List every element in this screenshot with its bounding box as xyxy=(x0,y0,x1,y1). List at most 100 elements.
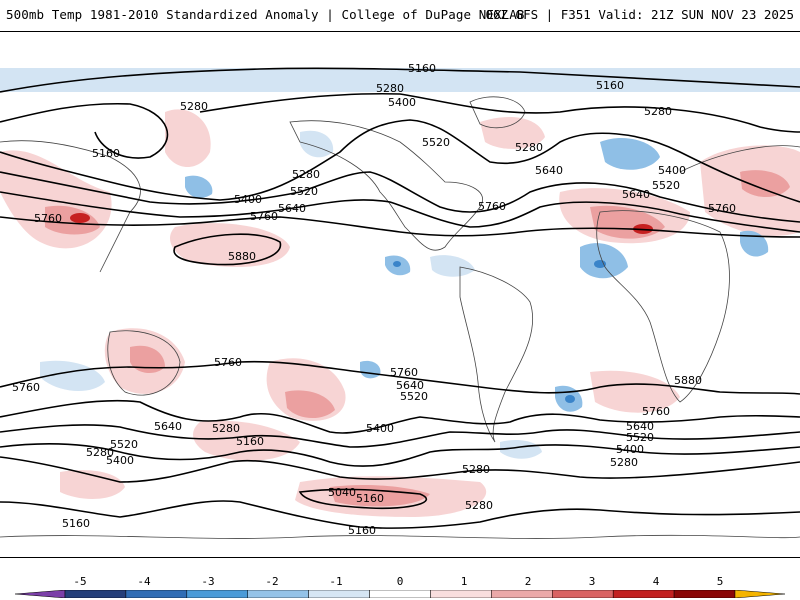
anomaly-map: 5160 5160 5280 5280 5280 5400 5520 5280 … xyxy=(0,62,800,539)
contour-5040-south xyxy=(298,488,428,510)
colorbar-cell xyxy=(612,590,675,598)
contour-label: 5280 xyxy=(86,446,114,459)
coastlines xyxy=(0,96,800,539)
warm-anomaly-core xyxy=(740,170,790,198)
cool-anomaly-region xyxy=(580,243,628,279)
contour-label: 5520 xyxy=(290,185,318,198)
contour-label: 5160 xyxy=(356,492,384,505)
contour-label: 5280 xyxy=(462,463,490,476)
contour-label: 5160 xyxy=(62,517,90,530)
contour-label: 5520 xyxy=(626,431,654,444)
colorbar-tick: -1 xyxy=(329,575,343,588)
colorbar-tick: -3 xyxy=(201,575,215,588)
contour-label: 5400 xyxy=(234,193,262,206)
contour-label: 5640 xyxy=(626,420,654,433)
colorbar-tick: 3 xyxy=(588,575,596,588)
map-title: 500mb Temp 1981-2010 Standardized Anomal… xyxy=(6,7,525,22)
cool-anomaly-region xyxy=(40,360,105,392)
contour-5760-south xyxy=(0,360,800,395)
contour-label: 5640 xyxy=(622,188,650,201)
colorbar-tick: 4 xyxy=(652,575,660,588)
colorbar-cell xyxy=(125,590,188,598)
warm-anomaly-core xyxy=(130,345,165,374)
contour-label: 5520 xyxy=(110,438,138,451)
contour-label: 5760 xyxy=(12,381,40,394)
contour-label-layer: 5160 5160 5280 5280 5280 5400 5520 5280 … xyxy=(12,62,736,537)
contour-label: 5760 xyxy=(34,212,62,225)
eurasia-coast xyxy=(0,140,800,273)
contour-label: 5880 xyxy=(674,374,702,387)
contour-label: 5760 xyxy=(478,200,506,213)
contour-label: 5760 xyxy=(250,210,278,223)
colorbar-tick: 0 xyxy=(396,575,404,588)
colorbar: -5 -4 -3 -2 -1 0 1 2 3 4 5 xyxy=(0,565,800,600)
contour-label: 5280 xyxy=(292,168,320,181)
colorbar-cell-min xyxy=(15,590,66,598)
cool-anomaly-region xyxy=(500,440,542,459)
warm-anomaly-core xyxy=(330,484,430,507)
colorbar-tick: 2 xyxy=(524,575,532,588)
contour-label: 5160 xyxy=(408,62,436,75)
warm-anomaly-region xyxy=(60,470,125,499)
warm-anomaly-region xyxy=(480,117,545,149)
contour-label: 5280 xyxy=(212,422,240,435)
cool-anomaly-max xyxy=(594,260,606,268)
cool-anomaly-region xyxy=(185,175,213,198)
cool-anomaly-max xyxy=(565,395,575,403)
contour-label: 5280 xyxy=(644,105,672,118)
warm-anomaly-region xyxy=(0,150,112,249)
contour-5760-north xyxy=(0,216,800,238)
cool-anomaly-max xyxy=(393,261,401,267)
contour-label: 5640 xyxy=(535,164,563,177)
colorbar-tick: -5 xyxy=(73,575,87,588)
contour-5520-south xyxy=(0,424,800,448)
contour-5520-north xyxy=(0,171,800,223)
contour-label: 5280 xyxy=(465,499,493,512)
contour-label: 5640 xyxy=(278,202,306,215)
colorbar-cell-max xyxy=(734,590,785,598)
contour-label: 5760 xyxy=(642,405,670,418)
contour-label: 5400 xyxy=(366,422,394,435)
colorbar-cells xyxy=(15,590,785,598)
colorbar-tick: -2 xyxy=(265,575,279,588)
colorbar-cell xyxy=(430,590,492,598)
contour-label: 5400 xyxy=(388,96,416,109)
header: 500mb Temp 1981-2010 Standardized Anomal… xyxy=(0,0,800,30)
contour-label: 5280 xyxy=(376,82,404,95)
contour-label: 5160 xyxy=(236,435,264,448)
height-contours xyxy=(0,67,800,529)
contour-label: 5400 xyxy=(658,164,686,177)
north-america-coast xyxy=(289,120,483,251)
contour-5400-north xyxy=(0,119,800,203)
warm-anomaly-region xyxy=(170,223,290,267)
contour-5160-north xyxy=(0,67,800,93)
colorbar-tick: -4 xyxy=(137,575,151,588)
contour-label: 5760 xyxy=(214,356,242,369)
colorbar-cell xyxy=(186,590,248,598)
australia-coast xyxy=(107,330,181,396)
contour-label: 5640 xyxy=(154,420,182,433)
contour-label: 5160 xyxy=(348,524,376,537)
contour-label: 5760 xyxy=(390,366,418,379)
colorbar-tick: 1 xyxy=(460,575,468,588)
warm-anomaly-region xyxy=(165,109,211,167)
colorbar-cell xyxy=(308,590,370,598)
africa-coast xyxy=(596,210,730,403)
contour-label: 5280 xyxy=(610,456,638,469)
contour-label: 5640 xyxy=(396,379,424,392)
contour-label: 5040 xyxy=(328,486,356,499)
map-panel[interactable]: 5160 5160 5280 5280 5280 5400 5520 5280 … xyxy=(0,31,800,558)
contour-5160-south xyxy=(0,500,800,529)
south-america-coast xyxy=(459,266,534,443)
colorbar-cell xyxy=(552,590,614,598)
contour-5280-north xyxy=(0,92,800,159)
contour-label: 5520 xyxy=(400,390,428,403)
warm-anomaly-region xyxy=(590,370,680,413)
contour-5400-south xyxy=(0,442,800,467)
contour-label: 5160 xyxy=(596,79,624,92)
contour-label: 5280 xyxy=(515,141,543,154)
colorbar-cell xyxy=(491,590,553,598)
contour-5640-south xyxy=(0,399,800,434)
contour-label: 5880 xyxy=(228,250,256,263)
contour-5880-ring xyxy=(173,233,282,266)
